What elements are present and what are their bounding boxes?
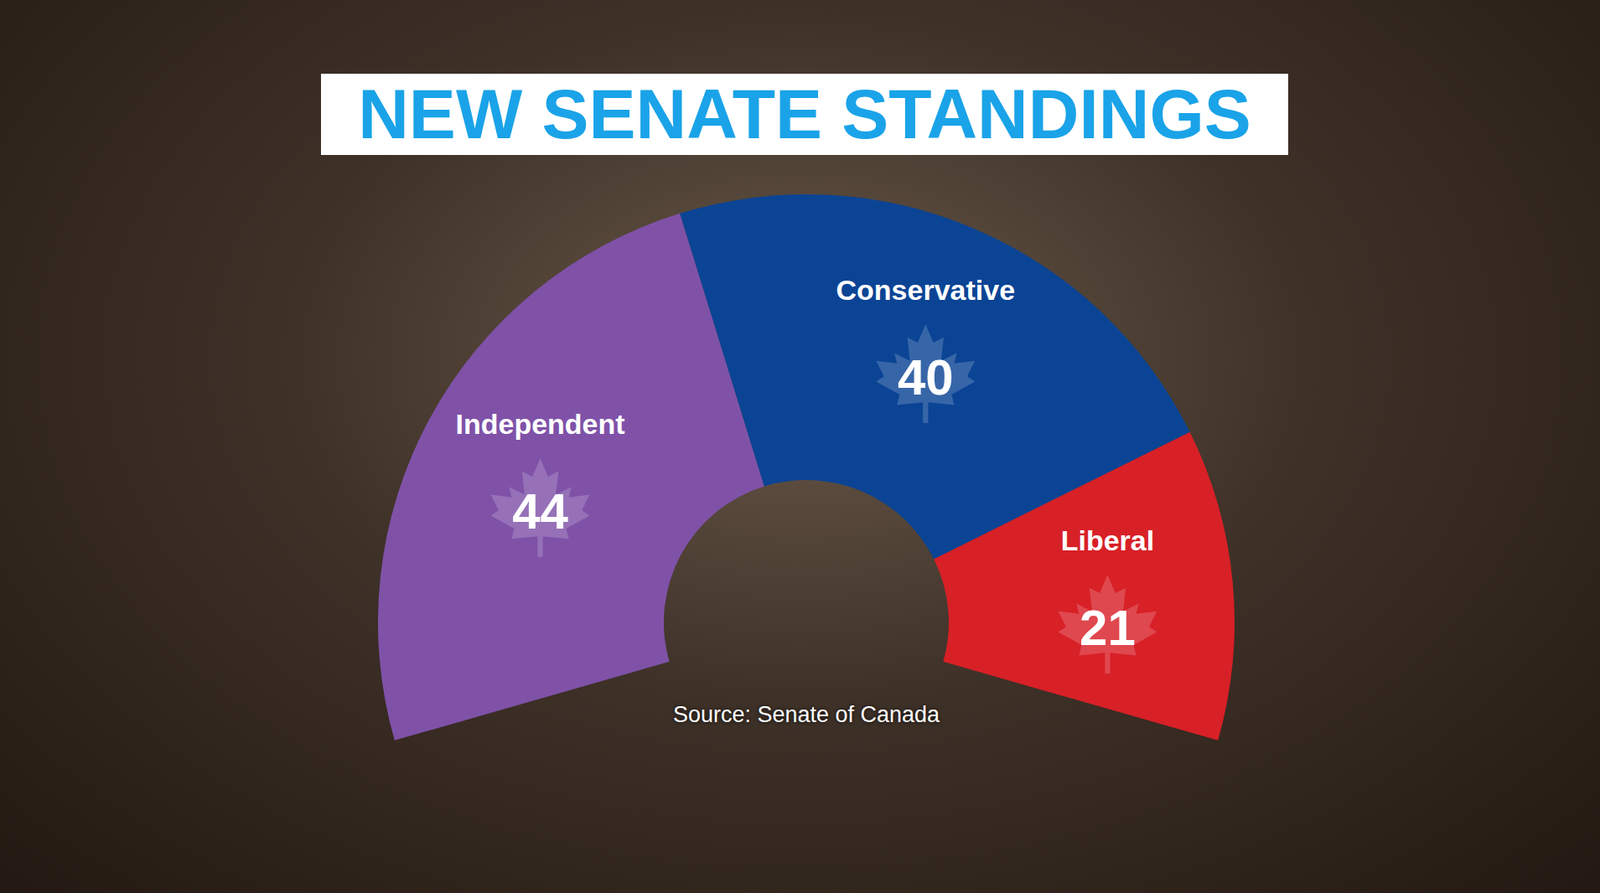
svg-text:Conservative: Conservative [836, 274, 1016, 306]
html-text:Source: Senate of Canada: Source: Senate of Canada [672, 702, 940, 728]
svg-text:44: 44 [512, 483, 569, 540]
svg-text:40: 40 [897, 349, 954, 406]
svg-text:Independent: Independent [455, 408, 625, 441]
html-text:NEW SENATE STANDINGS: NEW SENATE STANDINGS [358, 74, 1252, 154]
svg-text:Liberal: Liberal [1061, 524, 1155, 557]
svg-text:21: 21 [1079, 600, 1136, 657]
